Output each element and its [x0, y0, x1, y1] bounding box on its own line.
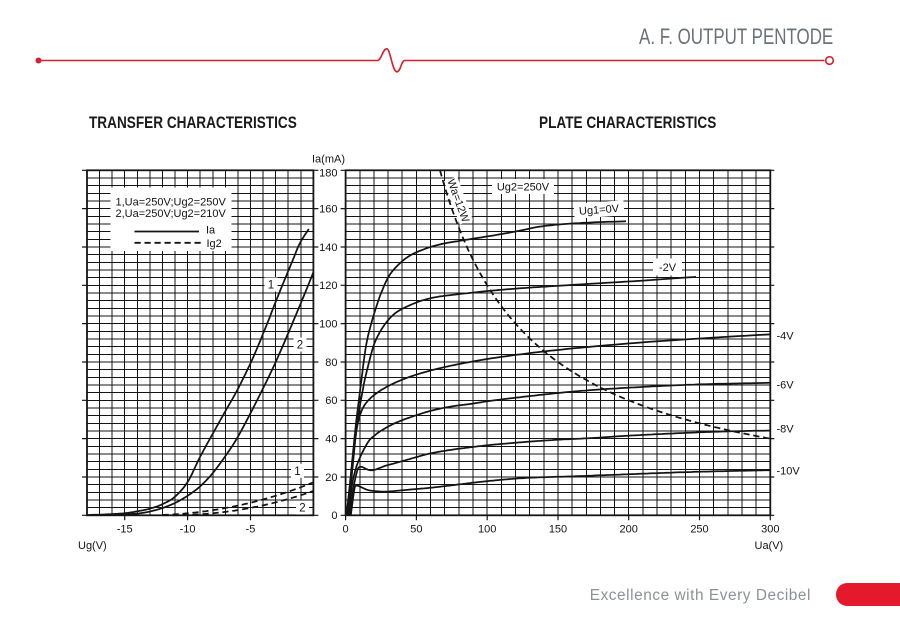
svg-text:0: 0	[331, 510, 337, 522]
svg-text:-10V: -10V	[777, 466, 801, 478]
svg-text:60: 60	[325, 395, 337, 407]
svg-text:Ia(mA): Ia(mA)	[312, 154, 345, 166]
svg-text:Ug1=0V: Ug1=0V	[579, 203, 620, 218]
svg-text:-8V: -8V	[777, 424, 795, 436]
svg-text:40: 40	[325, 434, 337, 446]
svg-text:-5: -5	[246, 524, 256, 536]
svg-text:Ug2=250V: Ug2=250V	[497, 181, 550, 193]
svg-text:200: 200	[620, 524, 638, 536]
svg-text:20: 20	[325, 472, 337, 484]
svg-text:250: 250	[690, 524, 708, 536]
svg-text:300: 300	[761, 524, 779, 536]
svg-text:Ia: Ia	[206, 224, 216, 236]
svg-text:-6V: -6V	[777, 380, 795, 392]
svg-text:-10: -10	[180, 524, 196, 536]
svg-text:Ig2: Ig2	[207, 238, 222, 250]
svg-text:-2V: -2V	[659, 262, 677, 274]
svg-text:160: 160	[319, 204, 337, 216]
svg-text:150: 150	[549, 524, 567, 536]
svg-text:50: 50	[410, 524, 422, 536]
svg-text:2: 2	[299, 503, 305, 515]
svg-text:80: 80	[325, 357, 337, 369]
svg-text:100: 100	[319, 319, 337, 331]
svg-text:2,Ua=250V;Ug2=210V: 2,Ua=250V;Ug2=210V	[116, 208, 227, 220]
svg-text:100: 100	[478, 524, 496, 536]
svg-text:-15: -15	[117, 524, 133, 536]
svg-text:1,Ua=250V;Ug2=250V: 1,Ua=250V;Ug2=250V	[116, 196, 227, 208]
svg-text:-4V: -4V	[777, 331, 795, 343]
svg-text:0: 0	[343, 524, 349, 536]
svg-text:140: 140	[319, 242, 337, 254]
svg-text:120: 120	[319, 280, 337, 292]
svg-text:Ua(V): Ua(V)	[755, 540, 784, 552]
svg-text:1: 1	[294, 466, 300, 478]
svg-text:1: 1	[268, 280, 274, 292]
svg-text:2: 2	[297, 340, 303, 352]
svg-text:Ug(V): Ug(V)	[78, 540, 107, 552]
svg-text:180: 180	[319, 167, 337, 179]
